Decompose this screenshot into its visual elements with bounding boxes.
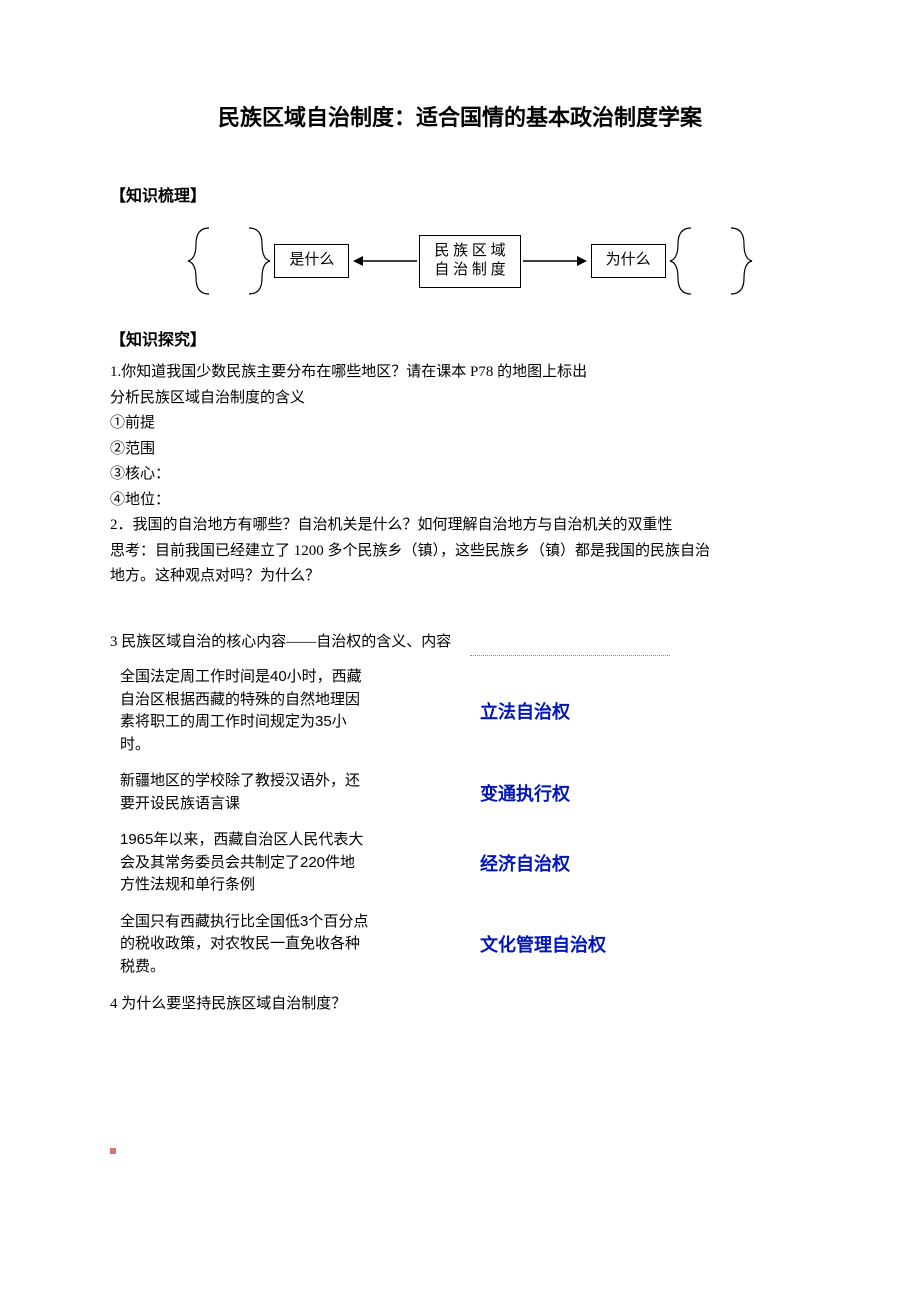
- section-head-knowledge: 【知识梳理】: [110, 182, 810, 206]
- dotted-rule: [470, 655, 670, 656]
- right-brace-close-icon: [726, 226, 756, 296]
- example-label: 文化管理自治权: [480, 931, 606, 957]
- section-head-inquiry: 【知识探究】: [110, 326, 810, 350]
- page-root: 民族区域自治制度：适合国情的基本政治制度学案 【知识梳理】 是什么 民 族 区 …: [0, 0, 920, 1219]
- stray-mark-icon: [110, 1148, 116, 1154]
- diagram-row: 是什么 民 族 区 域 自 治 制 度 为什么: [160, 226, 780, 296]
- example-label: 立法自治权: [480, 698, 570, 724]
- q4-head: 4 为什么要坚持民族区域自治制度？: [110, 992, 810, 1018]
- arrow-left-icon: [349, 251, 419, 271]
- q1-item-a: ①前提: [110, 411, 810, 437]
- arrow-right-icon: [521, 251, 591, 271]
- q1-item-c: ③核心：: [110, 462, 810, 488]
- example-text: 新疆地区的学校除了教授汉语外，还要开设民族语言课: [120, 770, 370, 815]
- example-row: 全国只有西藏执行比全国低3个百分点的税收政策，对农牧民一直免收各种税费。 文化管…: [120, 911, 810, 979]
- left-brace-open-icon: [184, 226, 214, 296]
- example-label: 变通执行权: [480, 780, 570, 806]
- example-text: 全国法定周工作时间是40小时，西藏自治区根据西藏的特殊的自然地理因素将职工的周工…: [120, 666, 370, 756]
- diagram-box-left: 是什么: [274, 244, 349, 278]
- q3-head: 3 民族区域自治的核心内容——自治权的含义、内容: [110, 630, 810, 656]
- knowledge-diagram: 是什么 民 族 区 域 自 治 制 度 为什么: [110, 216, 810, 306]
- q2-line3: 地方。这种观点对吗？为什么？: [110, 564, 810, 590]
- center-line1: 民 族 区 域: [434, 242, 505, 262]
- center-line2: 自 治 制 度: [434, 261, 505, 281]
- page-title: 民族区域自治制度：适合国情的基本政治制度学案: [110, 100, 810, 132]
- q1-line2: 分析民族区域自治制度的含义: [110, 386, 810, 412]
- example-row: 1965年以来，西藏自治区人民代表大会及其常务委员会共制定了220件地方性法规和…: [120, 829, 810, 897]
- example-text: 全国只有西藏执行比全国低3个百分点的税收政策，对农牧民一直免收各种税费。: [120, 911, 370, 979]
- diagram-box-right: 为什么: [591, 244, 666, 278]
- right-brace-open-icon: [666, 226, 696, 296]
- q1-item-b: ②范围: [110, 437, 810, 463]
- example-text: 1965年以来，西藏自治区人民代表大会及其常务委员会共制定了220件地方性法规和…: [120, 829, 370, 897]
- example-row: 全国法定周工作时间是40小时，西藏自治区根据西藏的特殊的自然地理因素将职工的周工…: [120, 666, 810, 756]
- examples-area: 全国法定周工作时间是40小时，西藏自治区根据西藏的特殊的自然地理因素将职工的周工…: [110, 660, 810, 978]
- q1-item-d: ④地位：: [110, 488, 810, 514]
- q1-intro: 1.你知道我国少数民族主要分布在哪些地区？请在课本 P78 的地图上标出: [110, 360, 810, 386]
- q2-line1: 2．我国的自治地方有哪些？自治机关是什么？如何理解自治地方与自治机关的双重性: [110, 513, 810, 539]
- left-brace-close-icon: [244, 226, 274, 296]
- example-label: 经济自治权: [480, 850, 570, 876]
- inquiry-body: 1.你知道我国少数民族主要分布在哪些地区？请在课本 P78 的地图上标出 分析民…: [110, 360, 810, 655]
- diagram-box-center: 民 族 区 域 自 治 制 度: [419, 235, 520, 288]
- example-row: 新疆地区的学校除了教授汉语外，还要开设民族语言课 变通执行权: [120, 770, 810, 815]
- q2-line2: 思考：目前我国已经建立了 1200 多个民族乡（镇），这些民族乡（镇）都是我国的…: [110, 539, 810, 565]
